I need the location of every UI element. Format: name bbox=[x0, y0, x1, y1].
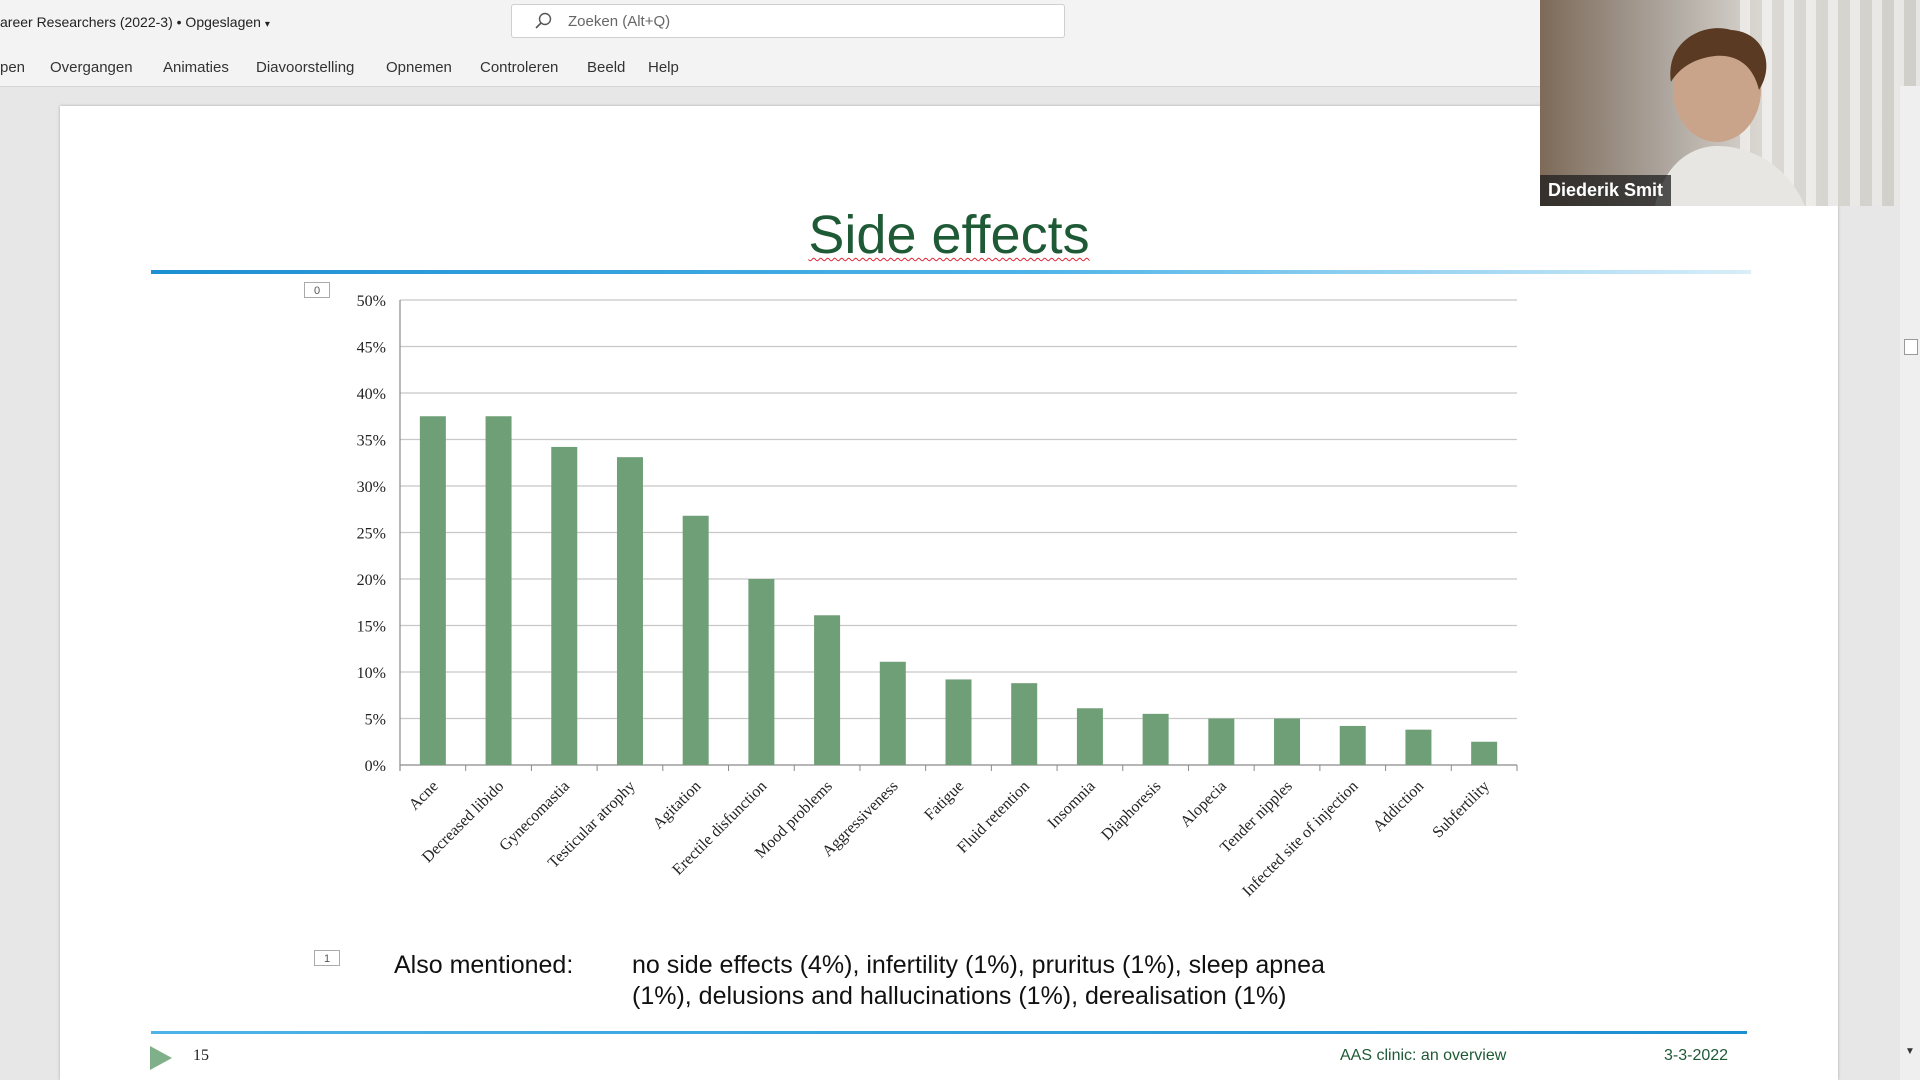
x-tick-label: Insomnia bbox=[1045, 778, 1099, 832]
bar bbox=[814, 615, 841, 765]
bar bbox=[879, 661, 906, 765]
tab-overgangen[interactable]: Overgangen bbox=[50, 59, 133, 76]
x-tick-label: Acne bbox=[406, 778, 442, 814]
bar bbox=[1076, 708, 1103, 765]
play-icon[interactable] bbox=[148, 1044, 174, 1072]
bar bbox=[1208, 718, 1235, 765]
x-tick-label: Infected site of injection bbox=[1239, 778, 1361, 900]
bar bbox=[1471, 741, 1498, 765]
y-tick-label: 50% bbox=[357, 293, 386, 310]
x-tick-label: Subfertility bbox=[1429, 778, 1493, 842]
y-tick-label: 45% bbox=[357, 340, 386, 357]
chevron-down-icon[interactable]: ▾ bbox=[264, 19, 270, 30]
search-placeholder: Zoeken (Alt+Q) bbox=[568, 13, 671, 30]
x-tick-label: Addiction bbox=[1370, 778, 1427, 835]
bar bbox=[682, 515, 709, 765]
slide[interactable]: Side effects 0 0% 5% 10% 15% 20% 25% 30% 35% 40%… bbox=[60, 106, 1838, 1080]
bar bbox=[945, 679, 972, 765]
slide-number: 15 bbox=[193, 1047, 209, 1064]
y-tick-label: 20% bbox=[357, 572, 386, 589]
tab-ontwerpen[interactable]: pen bbox=[0, 59, 26, 76]
bar bbox=[419, 416, 446, 765]
also-mentioned-line: no side effects (4%), infertility (1%), … bbox=[632, 951, 1325, 979]
vertical-scrollbar[interactable] bbox=[1900, 86, 1920, 1080]
bar bbox=[485, 416, 512, 765]
x-tick-label: Fatigue bbox=[921, 778, 967, 824]
document-title-text: areer Researchers (2022-3) • Opgeslagen bbox=[0, 14, 261, 30]
tab-opnemen[interactable]: Opnemen bbox=[386, 59, 452, 76]
title-divider bbox=[151, 270, 1751, 274]
bar bbox=[1011, 683, 1038, 765]
scroll-thumb[interactable] bbox=[1904, 339, 1918, 355]
y-tick-label: 10% bbox=[357, 665, 386, 682]
search-input[interactable]: Zoeken (Alt+Q) bbox=[511, 4, 1065, 38]
tab-diavoorstelling[interactable]: Diavoorstelling bbox=[256, 59, 355, 76]
y-tick-label: 35% bbox=[357, 433, 386, 450]
also-mentioned-line: (1%), delusions and hallucinations (1%),… bbox=[632, 982, 1287, 1010]
animation-marker: 0 bbox=[304, 282, 330, 298]
y-tick-label: 25% bbox=[357, 526, 386, 543]
participant-name: Diederik Smit bbox=[1540, 175, 1672, 206]
x-tick-label: Alopecia bbox=[1177, 778, 1230, 831]
y-tick-label: 40% bbox=[357, 386, 386, 403]
webcam-video[interactable]: Diederik Smit bbox=[1540, 0, 1920, 206]
bar bbox=[1274, 718, 1301, 765]
bar-chart[interactable]: 0%5%10%15%20%25%30%35%40%45%50%AcneDecre… bbox=[60, 106, 1838, 1080]
bar bbox=[616, 457, 643, 765]
slide-title[interactable]: Side effects bbox=[60, 204, 1838, 266]
tab-controleren[interactable]: Controleren bbox=[480, 59, 559, 76]
scroll-down-icon[interactable]: ▼ bbox=[1905, 1046, 1915, 1057]
tab-help[interactable]: Help bbox=[648, 59, 679, 76]
bar bbox=[748, 579, 775, 765]
footer-date: 3-3-2022 bbox=[1664, 1047, 1729, 1064]
animation-marker: 1 bbox=[314, 950, 340, 966]
slide-title-text: Side effects bbox=[808, 205, 1090, 265]
y-tick-label: 15% bbox=[357, 619, 386, 636]
bar bbox=[1142, 713, 1169, 765]
y-tick-label: 30% bbox=[357, 479, 386, 496]
tab-animaties[interactable]: Animaties bbox=[163, 59, 229, 76]
x-tick-label: Agitation bbox=[650, 778, 705, 833]
tab-beeld[interactable]: Beeld bbox=[587, 59, 626, 76]
x-tick-label: Diaphoresis bbox=[1098, 778, 1164, 844]
y-tick-label: 0% bbox=[365, 758, 386, 775]
person-image bbox=[1655, 28, 1805, 206]
document-title[interactable]: areer Researchers (2022-3) • Opgeslagen … bbox=[0, 14, 270, 30]
also-mentioned-label: Also mentioned: bbox=[394, 951, 574, 979]
footer-text: AAS clinic: an overview bbox=[1340, 1047, 1507, 1064]
footer-divider bbox=[151, 1031, 1747, 1034]
y-tick-label: 5% bbox=[365, 712, 386, 729]
bar bbox=[551, 446, 578, 765]
search-icon bbox=[535, 12, 552, 29]
bar bbox=[1339, 725, 1366, 765]
bar bbox=[1405, 729, 1432, 765]
